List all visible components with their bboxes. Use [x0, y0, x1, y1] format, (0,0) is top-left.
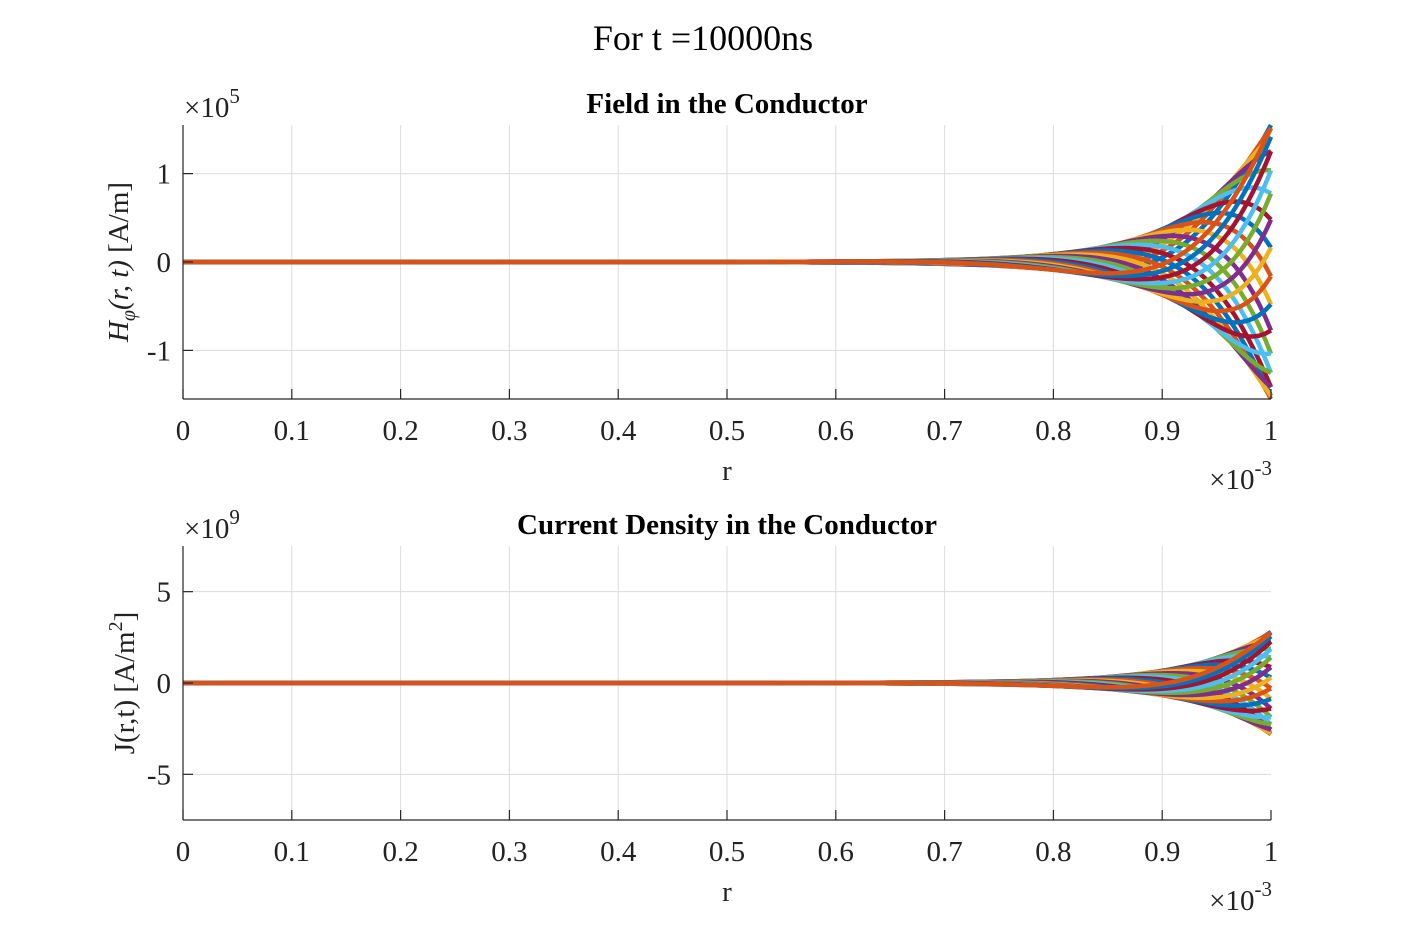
field-x-tick-label-0: 0 — [176, 415, 191, 447]
current-axes: 0 0.1 0.2 0.3 0.4 0.5 0.6 0.7 0.8 0.9 1 -5 0 5 Curre… — [105, 505, 1278, 917]
current-y-tick-label-2: 5 — [157, 577, 172, 609]
current-x-exponent: ×10-3 — [1209, 877, 1272, 917]
field-x-exponent-power: -3 — [1255, 456, 1273, 480]
field-y-label-units: [A/m] — [103, 182, 135, 253]
field-lines — [183, 123, 1274, 401]
current-x-label: r — [722, 876, 732, 908]
field-x-tick-label-10: 1 — [1264, 415, 1279, 447]
current-x-tick-label-9: 0.9 — [1144, 836, 1180, 868]
current-y-ticks: -5 0 5 — [147, 577, 193, 791]
field-axes: 0 0.1 0.2 0.3 0.4 0.5 0.6 0.7 0.8 0.9 1 -1 0 1 Field… — [103, 84, 1278, 496]
current-y-label: J(r,t) [A/m2] — [105, 612, 141, 755]
field-y-label-sub: φ — [118, 310, 140, 321]
current-y-label-close: ] — [109, 612, 141, 622]
field-x-tick-label-4: 0.4 — [600, 415, 637, 447]
field-y-tick-label-1: 0 — [157, 247, 172, 279]
current-lines — [183, 629, 1273, 737]
field-x-ticks: 0 0.1 0.2 0.3 0.4 0.5 0.6 0.7 0.8 0.9 1 — [176, 389, 1279, 447]
field-y-label: Hφ(r, t) [A/m] — [103, 182, 140, 343]
current-y-exponent-base: ×10 — [184, 513, 229, 545]
field-x-exponent-base: ×10 — [1209, 464, 1254, 496]
field-y-label-main: H — [103, 319, 135, 343]
current-x-tick-label-7: 0.7 — [926, 836, 962, 868]
current-y-exponent: ×109 — [184, 505, 240, 545]
current-y-tick-label-1: 0 — [157, 668, 172, 700]
current-x-tick-label-0: 0 — [176, 836, 191, 868]
current-y-label-main: J(r,t) [A/m — [109, 631, 141, 754]
field-y-exponent: ×105 — [184, 84, 240, 124]
field-y-label-rest: (r, t) — [103, 260, 135, 310]
current-x-tick-label-2: 0.2 — [382, 836, 418, 868]
field-x-tick-label-9: 0.9 — [1144, 415, 1180, 447]
field-x-tick-label-5: 0.5 — [709, 415, 745, 447]
field-x-tick-label-3: 0.3 — [491, 415, 527, 447]
current-x-tick-label-6: 0.6 — [818, 836, 854, 868]
field-y-tick-label-2: 1 — [157, 159, 172, 191]
field-y-label-gap — [103, 253, 135, 260]
current-x-tick-label-5: 0.5 — [709, 836, 745, 868]
current-y-tick-label-0: -5 — [147, 759, 171, 791]
current-x-exponent-power: -3 — [1255, 877, 1273, 901]
field-x-tick-label-1: 0.1 — [274, 415, 310, 447]
field-x-tick-label-8: 0.8 — [1035, 415, 1071, 447]
field-x-tick-label-7: 0.7 — [926, 415, 962, 447]
field-y-tick-label-0: -1 — [147, 335, 171, 367]
field-y-exponent-power: 5 — [229, 84, 240, 108]
current-y-label-sup: 2 — [105, 621, 127, 631]
current-x-ticks: 0 0.1 0.2 0.3 0.4 0.5 0.6 0.7 0.8 0.9 1 — [176, 810, 1279, 868]
field-series-line-30 — [183, 127, 1274, 276]
current-x-exponent-base: ×10 — [1209, 885, 1254, 917]
field-x-tick-label-6: 0.6 — [818, 415, 854, 447]
field-x-tick-label-2: 0.2 — [382, 415, 418, 447]
field-y-exponent-base: ×10 — [184, 92, 229, 124]
current-x-tick-label-1: 0.1 — [274, 836, 310, 868]
field-y-ticks: -1 0 1 — [147, 159, 193, 367]
current-x-tick-label-8: 0.8 — [1035, 836, 1071, 868]
figure-suptitle: For t =10000ns — [593, 18, 813, 58]
field-x-exponent: ×10-3 — [1209, 456, 1272, 496]
current-series-line-30 — [183, 631, 1273, 690]
current-x-tick-label-10: 1 — [1264, 836, 1279, 868]
current-title: Current Density in the Conductor — [517, 509, 937, 541]
field-x-label: r — [722, 455, 732, 487]
current-y-exponent-power: 9 — [229, 505, 240, 529]
current-x-tick-label-4: 0.4 — [600, 836, 637, 868]
field-title: Field in the Conductor — [586, 88, 867, 120]
current-x-tick-label-3: 0.3 — [491, 836, 527, 868]
